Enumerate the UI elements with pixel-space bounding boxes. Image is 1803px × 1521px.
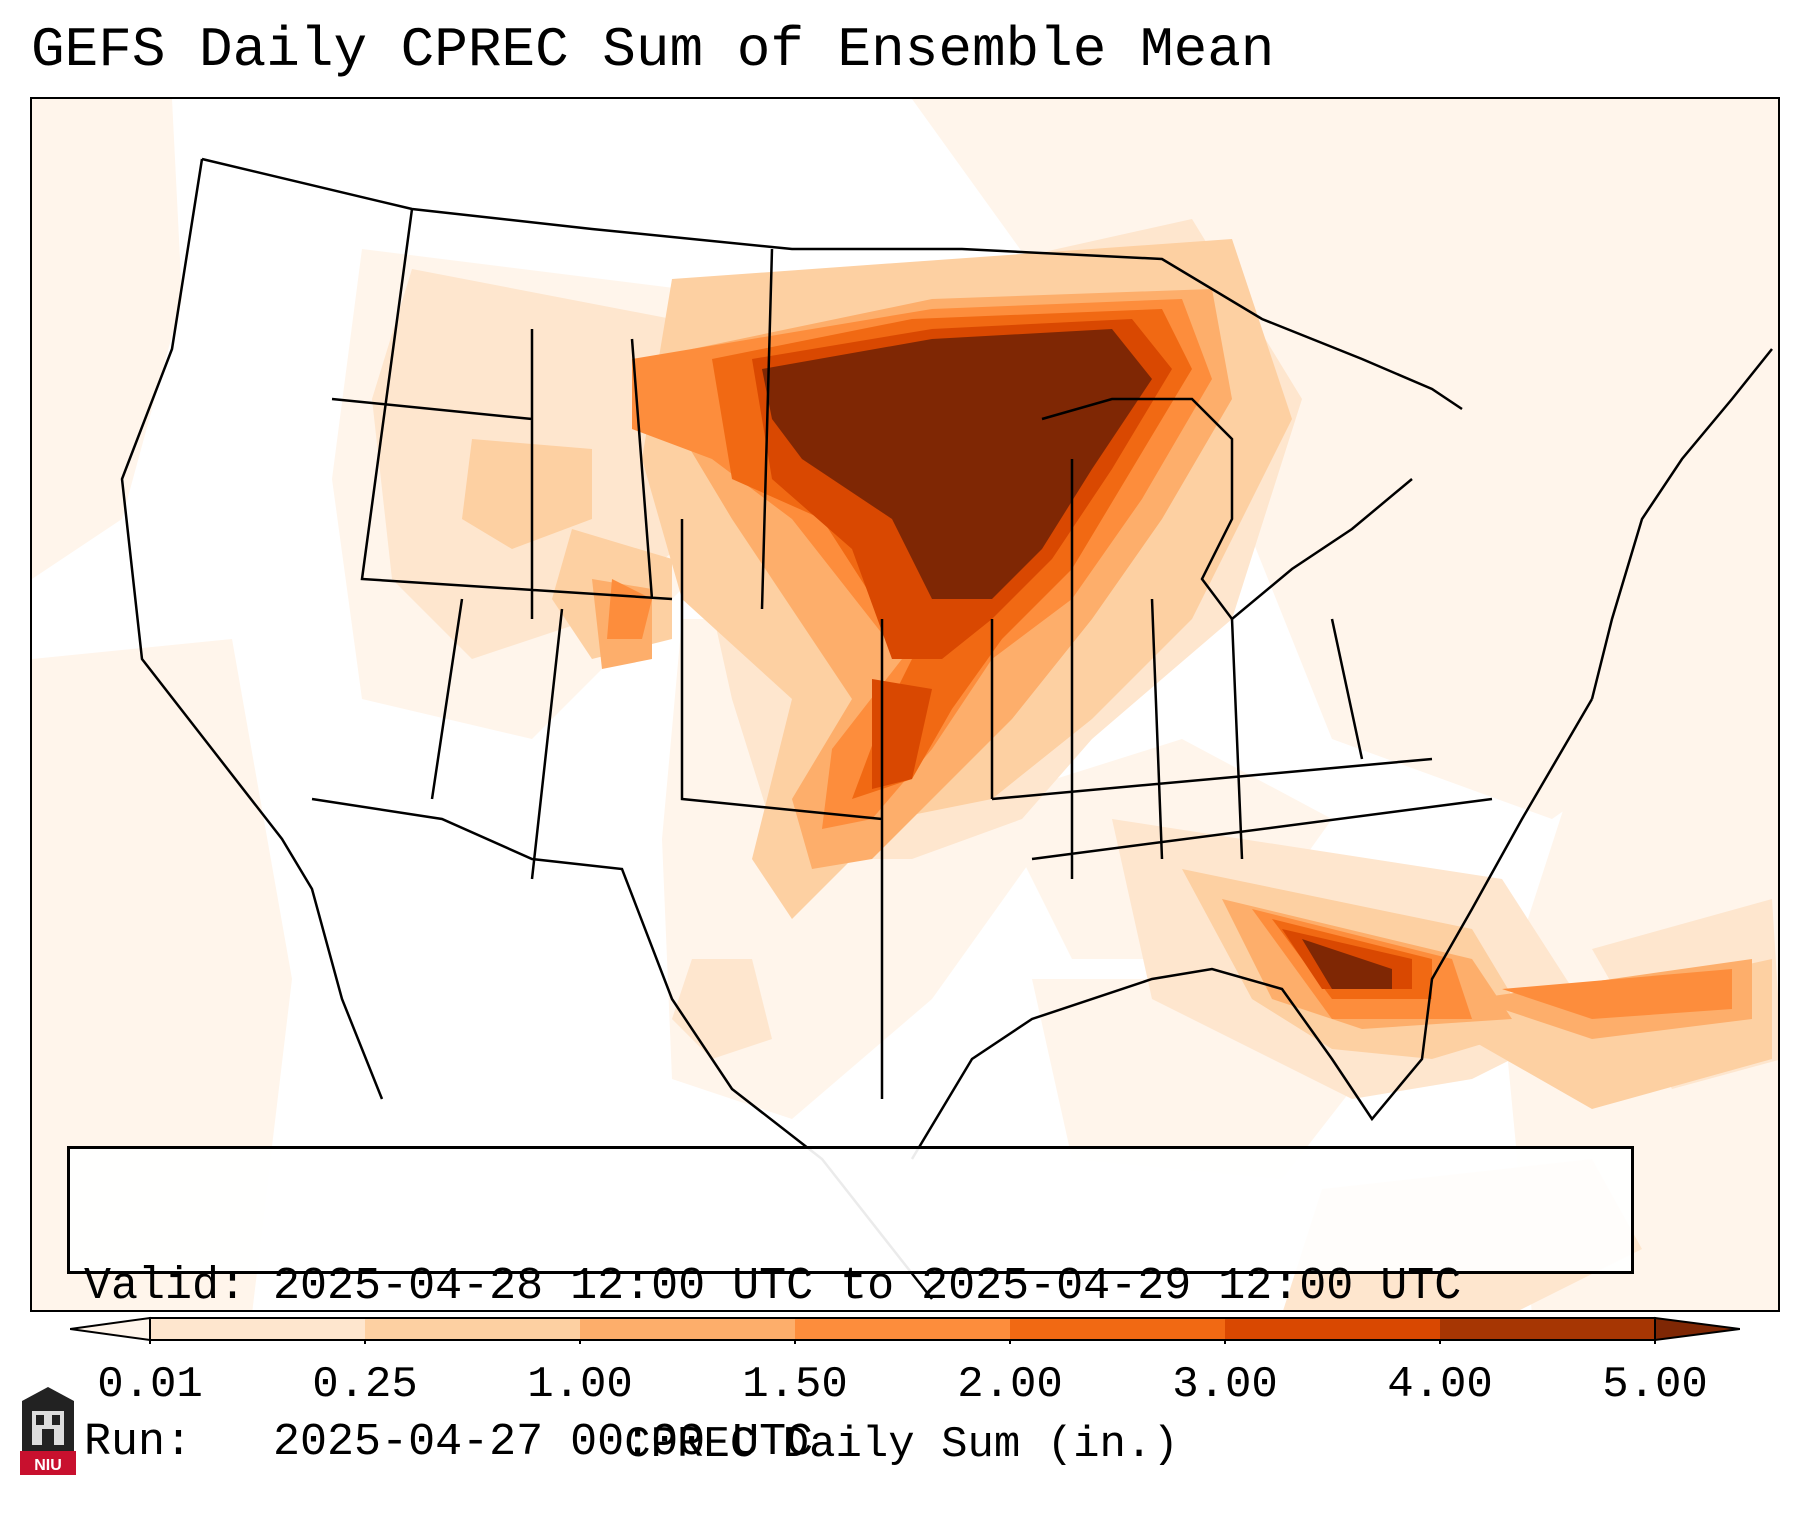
niu-logo: NIU (20, 1385, 76, 1477)
valid-label: Valid: (84, 1261, 247, 1312)
colorbar-bin-6 (1225, 1318, 1440, 1340)
valid-run-info-box: Valid: 2025-04-28 12:00 UTC to 2025-04-2… (67, 1146, 1634, 1468)
political-borders (120, 157, 1773, 1300)
valid-row: Valid: 2025-04-28 12:00 UTC to 2025-04-2… (84, 1261, 1617, 1313)
colorbar-bin-3 (580, 1318, 795, 1340)
valid-value: 2025-04-28 12:00 UTC to 2025-04-29 12:00… (273, 1261, 1462, 1312)
colorbar-outline (149, 1317, 1656, 1341)
great-lakes (1041, 397, 1413, 621)
colorbar-tick-label: 1.00 (527, 1360, 633, 1410)
west-coast (120, 158, 384, 1100)
state-lines (331, 208, 1493, 1099)
colorbar-under-triangle (69, 1316, 151, 1342)
colorbar-over-triangle (1654, 1316, 1741, 1342)
colorbar (69, 1314, 1741, 1348)
colorbar-bin-1 (150, 1318, 365, 1340)
east-coast (1590, 348, 1773, 700)
colorbar-tick-label: 0.01 (97, 1360, 203, 1410)
colorbar-svg (69, 1316, 1741, 1348)
us-canada-border (201, 157, 1463, 411)
map-panel (30, 97, 1780, 1312)
run-label: Run: (84, 1417, 193, 1468)
niu-logo-text: NIU (34, 1457, 62, 1474)
colorbar-bin-4 (795, 1318, 1010, 1340)
colorbar-tick-label: 0.25 (312, 1360, 418, 1410)
colorbar-bin-5 (1010, 1318, 1225, 1340)
colorbar-tick-label: 1.50 (742, 1360, 848, 1410)
colorbar-title: CPREC Daily Sum (in.) (624, 1420, 1179, 1470)
colorbar-tick-label: 3.00 (1172, 1360, 1278, 1410)
precip-level-max (762, 329, 1392, 989)
colorbar-tick-label: 5.00 (1602, 1360, 1708, 1410)
colorbar-tick-label: 2.00 (957, 1360, 1063, 1410)
precip-map (32, 99, 1778, 1310)
colorbar-bin-7 (1440, 1318, 1655, 1340)
chart-title: GEFS Daily CPREC Sum of Ensemble Mean (31, 18, 1275, 82)
colorbar-tick-label: 4.00 (1387, 1360, 1493, 1410)
run-value: 2025-04-27 00:00 UTC (273, 1417, 814, 1468)
run-row: Run: 2025-04-27 00:00 UTC (84, 1417, 1617, 1469)
gulf-coast (910, 698, 1594, 1160)
colorbar-bin-2 (365, 1318, 580, 1340)
